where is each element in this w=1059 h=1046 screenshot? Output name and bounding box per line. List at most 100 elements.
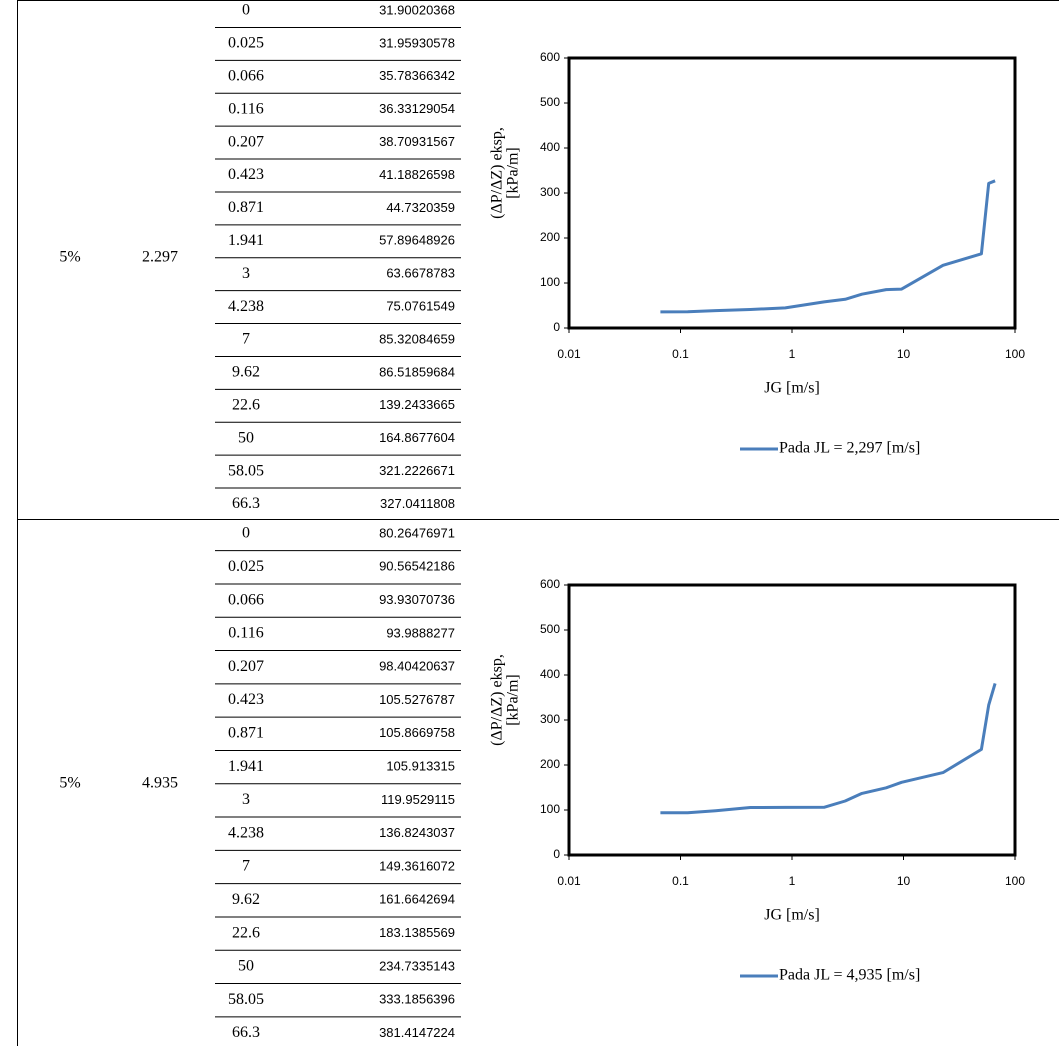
dp-cell: 119.9529115 [381, 792, 455, 807]
dp-cell: 93.93070736 [379, 592, 455, 607]
dp-cell: 105.8669758 [379, 725, 455, 740]
x-tick-label: 1 [789, 347, 796, 361]
x-axis-label: JG [m/s] [764, 907, 820, 924]
jg-cell: 0.025 [228, 558, 264, 575]
jg-cell: 22.6 [232, 396, 260, 413]
x-tick-label: 10 [897, 874, 911, 888]
dp-cell: 90.56542186 [379, 559, 455, 574]
jg-cell: 3 [242, 265, 250, 282]
plot-frame [567, 56, 1017, 330]
jg-cell: 50 [238, 958, 254, 975]
jg-cell: 9.62 [232, 364, 260, 381]
dp-cell: 93.9888277 [386, 625, 455, 640]
y-tick-label: 100 [540, 802, 560, 816]
dp-cell: 321.2226671 [379, 463, 455, 478]
percent: 5% [59, 774, 80, 791]
jg-cell: 0 [242, 2, 250, 19]
y-axis-label: (ΔP/ΔZ) eksp, [489, 127, 506, 219]
y-axis-label: [kPa/m] [505, 147, 522, 199]
jg-cell: 50 [238, 429, 254, 446]
x-tick-label: 10 [897, 347, 911, 361]
dp-cell: 57.89648926 [379, 233, 455, 248]
dp-cell: 35.78366342 [379, 68, 455, 83]
jg-cell: 58.05 [228, 991, 264, 1008]
jg-cell: 66.3 [232, 495, 260, 512]
dp-cell: 36.33129054 [379, 101, 455, 116]
jg-cell: 0.871 [228, 199, 264, 216]
x-tick-label: 1 [789, 874, 796, 888]
jg-cell: 3 [242, 791, 250, 808]
jl-value: 4.935 [142, 774, 178, 791]
dp-cell: 31.90020368 [379, 2, 455, 17]
dp-cell: 327.0411808 [380, 496, 455, 511]
jg-cell: 0.116 [228, 625, 263, 642]
dp-cell: 44.7320359 [386, 200, 455, 215]
y-tick-label: 400 [540, 667, 560, 681]
dp-cell: 63.6678783 [386, 266, 455, 281]
x-tick-label: 0.01 [557, 874, 581, 888]
y-tick-label: 100 [540, 275, 560, 289]
y-tick-label: 600 [540, 50, 560, 64]
y-tick-label: 300 [540, 712, 560, 726]
series-line [660, 682, 997, 815]
jg-cell: 0.423 [228, 166, 264, 183]
dp-cell: 164.8677604 [379, 430, 455, 445]
x-tick-label: 0.1 [672, 874, 689, 888]
dp-cell: 75.0761549 [386, 299, 455, 314]
plot-frame [567, 583, 1017, 857]
y-tick-label: 600 [540, 577, 560, 591]
series-line [660, 179, 996, 314]
dp-cell: 234.7335143 [379, 958, 455, 973]
dp-cell: 381.4147224 [379, 1025, 455, 1040]
y-tick-label: 300 [540, 185, 560, 199]
dp-cell: 136.8243037 [379, 825, 455, 840]
y-tick-label: 400 [540, 140, 560, 154]
jg-cell: 0.207 [228, 133, 264, 150]
x-tick-label: 100 [1005, 874, 1025, 888]
legend-label: Pada JL = 2,297 [m/s] [779, 440, 920, 457]
jg-cell: 0.871 [228, 724, 264, 741]
dp-cell: 161.6642694 [379, 892, 455, 907]
percent: 5% [59, 248, 80, 265]
dp-cell: 139.2433665 [379, 397, 455, 412]
jg-cell: 0 [242, 525, 250, 542]
jg-cell: 7 [242, 331, 250, 348]
dp-cell: 31.95930578 [379, 35, 455, 50]
x-tick-label: 100 [1005, 347, 1025, 361]
y-tick-label: 500 [540, 622, 560, 636]
jg-cell: 7 [242, 858, 250, 875]
jg-cell: 0.423 [228, 691, 264, 708]
x-tick-label: 0.1 [672, 347, 689, 361]
x-axis-label: JG [m/s] [764, 380, 820, 397]
jg-cell: 0.116 [228, 100, 263, 117]
jg-cell: 0.025 [228, 35, 264, 52]
y-axis-label: (ΔP/ΔZ) eksp, [489, 654, 506, 746]
dp-cell: 85.32084659 [379, 331, 455, 346]
jg-cell: 1.941 [228, 758, 264, 775]
dp-cell: 38.70931567 [379, 134, 455, 149]
dp-cell: 183.1385569 [379, 925, 455, 940]
y-tick-label: 200 [540, 230, 560, 244]
jg-cell: 0.207 [228, 658, 264, 675]
dp-cell: 333.1856396 [379, 992, 455, 1007]
jl-value: 2.297 [142, 248, 178, 265]
dp-cell: 105.913315 [386, 759, 455, 774]
jg-cell: 66.3 [232, 1024, 260, 1041]
y-axis-label: [kPa/m] [505, 674, 522, 726]
x-tick-label: 0.01 [557, 347, 581, 361]
jg-cell: 0.066 [228, 67, 264, 84]
y-tick-label: 200 [540, 757, 560, 771]
dp-cell: 98.40420637 [379, 659, 455, 674]
jg-cell: 4.238 [228, 298, 264, 315]
jg-cell: 22.6 [232, 924, 260, 941]
jg-cell: 58.05 [228, 462, 264, 479]
jg-cell: 1.941 [228, 232, 264, 249]
legend-label: Pada JL = 4,935 [m/s] [779, 967, 920, 984]
jg-cell: 4.238 [228, 824, 264, 841]
dp-cell: 80.26476971 [379, 525, 455, 540]
y-tick-label: 0 [553, 847, 560, 861]
dp-cell: 41.18826598 [379, 167, 455, 182]
dp-cell: 149.3616072 [379, 858, 455, 873]
jg-cell: 9.62 [232, 891, 260, 908]
